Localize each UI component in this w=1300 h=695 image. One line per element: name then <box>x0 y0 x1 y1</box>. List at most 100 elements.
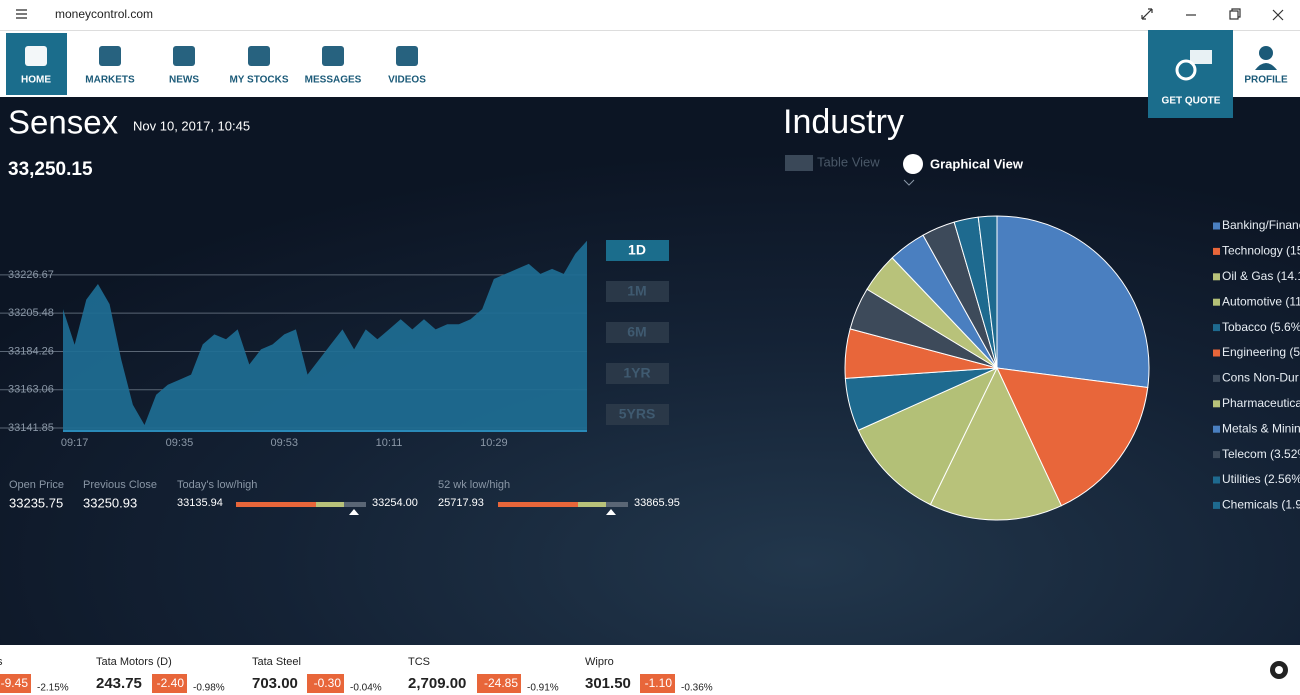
range-marker <box>349 509 359 515</box>
sensex-title: Sensex <box>8 104 119 141</box>
range-marker <box>606 509 616 515</box>
stock-price: 2,709.00 <box>408 675 466 692</box>
nav-item: NEWS <box>169 75 199 86</box>
menu-icon[interactable] <box>16 9 27 19</box>
get-quote-button[interactable] <box>1148 30 1233 118</box>
legend-swatch <box>1213 400 1220 408</box>
legend-label: Engineering (5 <box>1222 345 1300 359</box>
pie-slice <box>977 215 998 369</box>
change-box <box>640 674 675 693</box>
window-title: moneycontrol.com <box>55 7 153 21</box>
legend-label: Chemicals (1.9 <box>1222 498 1300 512</box>
nav-item: MY STOCKS <box>229 75 288 86</box>
stock-name: s <box>0 656 3 668</box>
legend-label: Banking/Financ <box>1222 218 1300 232</box>
quote-lines <box>1190 50 1212 64</box>
stock-price: 301.50 <box>585 675 631 692</box>
range-label: 1YR <box>623 365 650 381</box>
y-tick-label: 33226.67 <box>8 269 54 281</box>
legend-swatch <box>1213 501 1220 509</box>
stock-change: -2.40 <box>157 676 185 690</box>
range-bar <box>316 502 344 507</box>
stock-change: -24.85 <box>484 676 518 690</box>
legend-swatch <box>1213 298 1220 306</box>
range-button[interactable] <box>606 322 669 343</box>
stock-pct: -0.91% <box>527 683 559 694</box>
stat-label: Today's low/high <box>177 479 257 491</box>
legend-label: Telecom (3.52% <box>1222 447 1300 461</box>
y-tick-label: 33205.48 <box>8 307 54 319</box>
pie-icon[interactable] <box>903 154 923 174</box>
chevron <box>903 179 915 186</box>
range-bar <box>606 502 628 507</box>
stat-value: 33135.94 <box>177 497 223 509</box>
x-tick-label: 09:53 <box>270 437 298 449</box>
stock-name: Tata Steel <box>252 656 301 668</box>
stock-name: TCS <box>408 656 430 668</box>
stock-price: 243.75 <box>96 675 142 692</box>
view-toggle: Table View <box>817 154 880 169</box>
nav-icon[interactable] <box>396 46 418 66</box>
settings-icon[interactable] <box>1270 661 1288 679</box>
legend-label: Metals & Minin <box>1222 421 1300 435</box>
range-label: 5YRS <box>619 406 656 422</box>
range-bar <box>498 502 578 507</box>
legend-label: Tobacco (5.6%) <box>1222 320 1300 334</box>
nav-icon[interactable] <box>99 46 121 66</box>
range-button[interactable] <box>606 240 669 261</box>
nav-item: MARKETS <box>85 75 135 86</box>
profile-icon <box>1259 46 1273 60</box>
change-box <box>152 674 187 693</box>
stock-pct: -0.98% <box>193 683 225 694</box>
y-tick-label: 33163.06 <box>8 384 54 396</box>
nav-icon[interactable] <box>173 46 195 66</box>
window-controls[interactable] <box>1141 8 1284 21</box>
range-button[interactable] <box>606 281 669 302</box>
stat-value: 33254.00 <box>372 497 418 509</box>
stat-value: 33235.75 <box>9 495 63 510</box>
pie-slice <box>996 215 1150 389</box>
change-box <box>0 674 31 693</box>
stock-pct: -0.36% <box>681 683 713 694</box>
change-box <box>307 674 344 693</box>
x-tick-label: 09:17 <box>61 437 89 449</box>
industry-title: Industry <box>783 103 904 141</box>
legend-swatch <box>1213 273 1220 281</box>
stock-name: Wipro <box>585 656 614 668</box>
range-button[interactable] <box>606 404 669 425</box>
nav-item: MESSAGES <box>305 75 362 86</box>
legend-swatch <box>1213 374 1220 382</box>
nav-item: HOME <box>21 75 51 86</box>
pie-slice <box>857 366 999 506</box>
stat-value: 33865.95 <box>634 497 680 509</box>
stat-label: 52 wk low/high <box>438 479 510 491</box>
nav-icon[interactable] <box>248 46 270 66</box>
stock-change: -1.10 <box>645 676 673 690</box>
top-bar <box>0 0 1300 97</box>
stat-value: 25717.93 <box>438 497 484 509</box>
search-icon <box>1175 59 1197 81</box>
stock-pct: -2.15% <box>37 683 69 694</box>
table-icon[interactable] <box>785 155 813 171</box>
legend-swatch <box>1213 247 1220 255</box>
pie-slice <box>996 367 1149 507</box>
legend-swatch <box>1213 349 1220 357</box>
range-button[interactable] <box>606 363 669 384</box>
stock-name: Tata Motors (D) <box>96 656 172 668</box>
legend-swatch <box>1213 451 1220 459</box>
sensex-date: Nov 10, 2017, 10:45 <box>133 118 250 133</box>
nav-icon[interactable] <box>322 46 344 66</box>
legend-label: Cons Non-Dur <box>1222 371 1299 385</box>
legend-label: Automotive (11 <box>1222 294 1300 308</box>
legend-label: Technology (15 <box>1222 244 1300 258</box>
range-bar <box>344 502 366 507</box>
area <box>63 240 587 431</box>
stock-change: -0.30 <box>314 676 342 690</box>
legend-label: Oil & Gas (14.1 <box>1222 269 1300 283</box>
sensex-value: 33,250.15 <box>8 159 93 180</box>
nav-icon[interactable] <box>25 46 47 66</box>
range-label: 6M <box>627 324 646 340</box>
nav-item: VIDEOS <box>388 75 426 86</box>
